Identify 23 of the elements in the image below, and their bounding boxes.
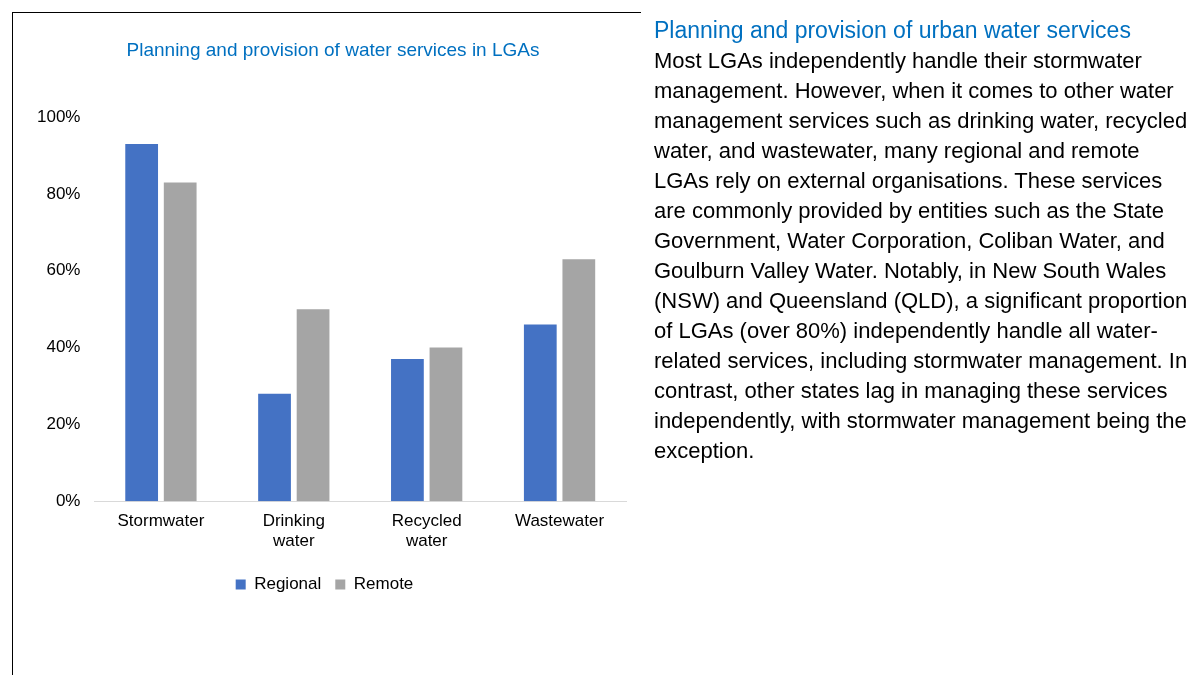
legend-label: Regional: [254, 574, 322, 594]
chart-title: Planning and provision of water services in LGAs: [125, 38, 541, 62]
x-tick-label: Recycled water: [391, 511, 462, 551]
x-tick-label: Stormwater: [117, 511, 205, 531]
x-tick-label: Wastewater: [515, 511, 605, 531]
bar: [258, 393, 291, 502]
bar: [163, 182, 197, 502]
bar: [429, 347, 463, 502]
x-tick-label: Drinking water: [262, 511, 325, 551]
bar: [523, 324, 557, 502]
text: Most LGAs independently handle their stormwater management. However, when it comes to other water management services such as drinking water, recycled water, and wastewater, many regional and remote LGAs rely on external organisations. These services are commonly provided by entities such as the State Government, Water Corporation, Coliban Water, and Goulburn Valley Water. Notably, in New South Wales (NSW) and Queensland (QLD), a significant proportion of LGAs (over 80%) independently handle all water-related services, including stormwater management. In contrast, other states lag in managing these services independently, with stormwater management being the exception.: [654, 48, 1188, 463]
bar: [296, 309, 330, 502]
y-tick-label: 60%: [46, 260, 81, 280]
y-tick-label: 80%: [46, 183, 81, 203]
legend-label: Remote: [353, 574, 414, 594]
y-tick-label: 100%: [37, 106, 81, 126]
text: Planning and provision of urban water services: [654, 16, 1132, 45]
bar: [562, 259, 596, 502]
y-tick-label: 20%: [46, 414, 81, 434]
y-tick-label: 40%: [46, 337, 81, 357]
y-tick-label: 0%: [55, 490, 81, 510]
bar: [125, 144, 159, 502]
bar: [391, 359, 424, 502]
